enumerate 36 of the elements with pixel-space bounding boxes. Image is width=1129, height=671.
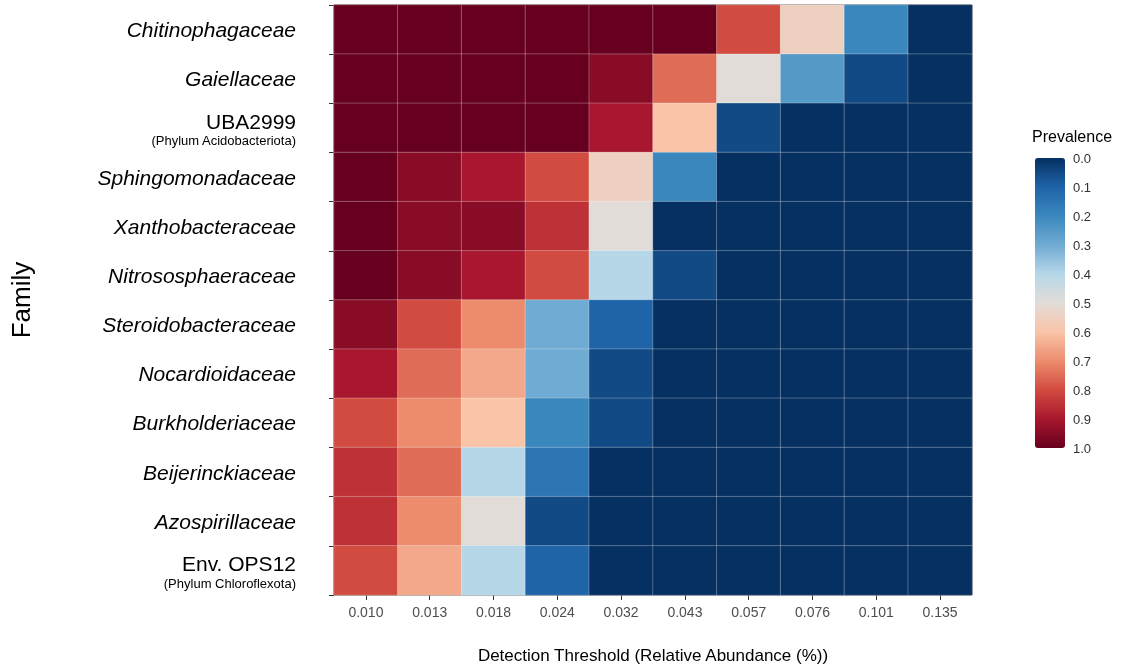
color-bar-label: 0.6 xyxy=(1073,324,1092,340)
x-tick-label: 0.057 xyxy=(731,604,767,620)
y-tick-label: Chitinophagaceae xyxy=(126,18,296,42)
y-tick-label: Gaiellaceae xyxy=(185,67,296,91)
x-tick-label: 0.010 xyxy=(348,604,384,620)
y-tick-label: Azospirillaceae xyxy=(152,509,296,533)
y-axis-title: Family xyxy=(6,261,36,339)
x-tick-label: 0.076 xyxy=(794,604,831,620)
x-tick-label: 0.024 xyxy=(539,604,576,620)
color-bar-label: 0.7 xyxy=(1073,353,1092,369)
y-tick-label: Xanthobacteraceae xyxy=(112,214,296,238)
color-bar-label: 0.9 xyxy=(1073,411,1092,427)
legend-title: Prevalence xyxy=(1032,127,1113,145)
x-tick-label: 0.135 xyxy=(922,604,958,620)
color-bar-label: 0.0 xyxy=(1073,150,1092,166)
x-tick-label: 0.013 xyxy=(412,604,448,620)
color-bar-label: 0.2 xyxy=(1073,208,1092,224)
y-tick-label: UBA2999 (Phylum Acidobacteriota) xyxy=(151,109,296,149)
y-tick-label: Nitrososphaeraceae xyxy=(108,263,296,287)
color-bar-label: 0.5 xyxy=(1073,295,1092,311)
y-tick-label: Nocardioidaceae xyxy=(138,362,296,386)
x-tick-label: 0.018 xyxy=(475,604,512,620)
color-bar-label: 0.4 xyxy=(1073,266,1092,282)
y-tick-label: Beijerinckiaceae xyxy=(143,460,296,484)
x-tick-label: 0.043 xyxy=(667,604,703,620)
x-tick-label: 0.101 xyxy=(858,604,895,620)
color-bar-label: 1.0 xyxy=(1073,440,1092,456)
y-tick-label: Steroidobacteraceae xyxy=(102,313,296,337)
y-tick-label: Env. OPS12 (Phylum Chloroflexota) xyxy=(163,552,296,591)
color-bar-label: 0.1 xyxy=(1073,179,1092,195)
x-tick-label: 0.032 xyxy=(603,604,639,620)
color-bar-label: 0.8 xyxy=(1073,382,1092,398)
y-tick-label: Burkholderiaceae xyxy=(132,411,296,435)
x-axis-title: Detection Threshold (Relative Abundance (%)) xyxy=(477,646,829,665)
y-tick-label: Sphingomonadaceae xyxy=(97,165,296,189)
color-bar-label: 0.3 xyxy=(1073,237,1092,253)
